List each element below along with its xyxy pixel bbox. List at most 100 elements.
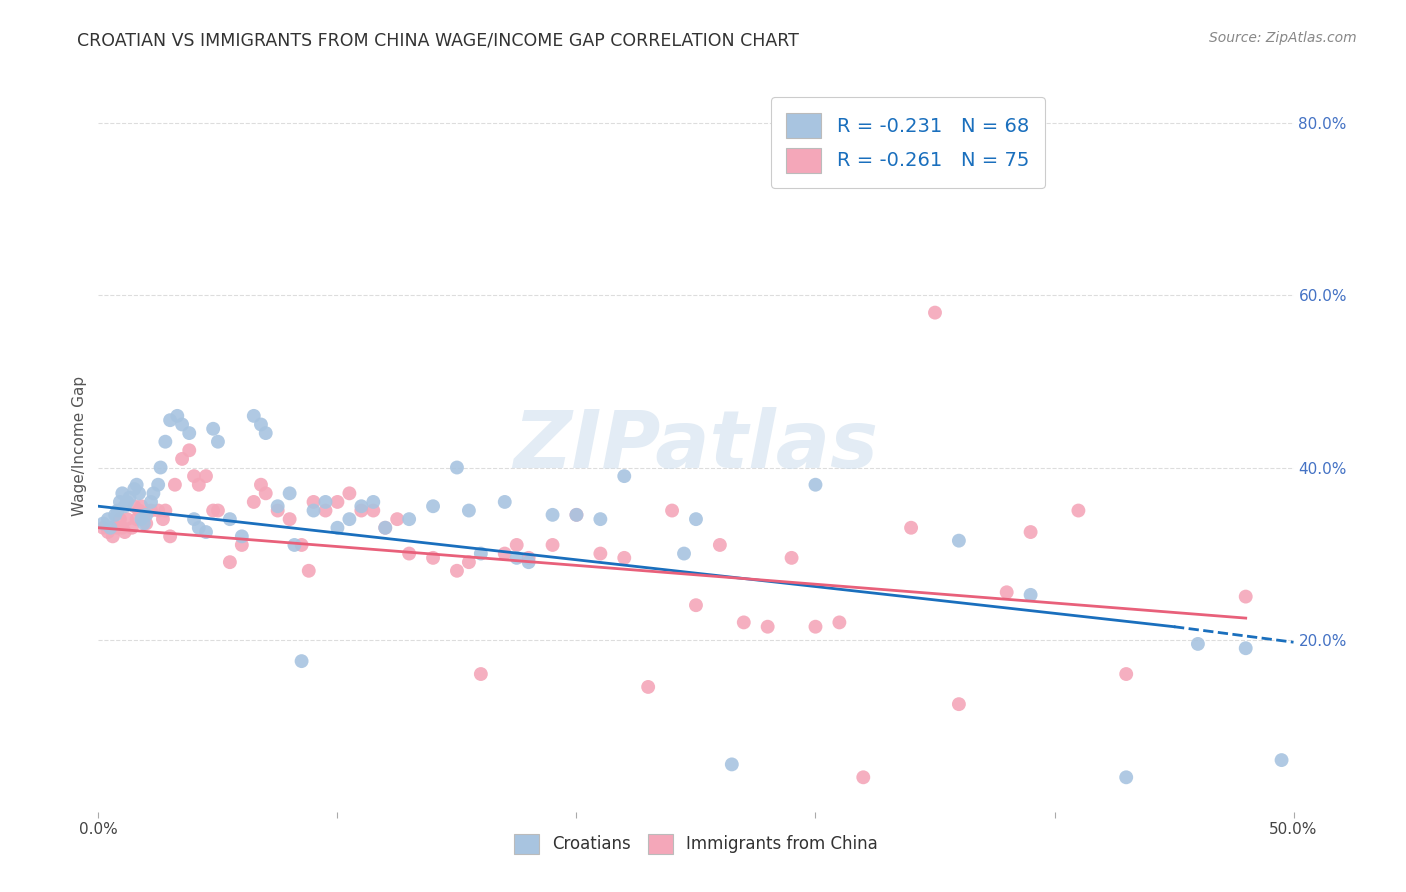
- Point: [446, 460, 468, 475]
- Point: [139, 495, 162, 509]
- Point: [661, 503, 683, 517]
- Point: [494, 495, 516, 509]
- Point: [589, 512, 612, 526]
- Point: [1234, 590, 1257, 604]
- Point: [231, 538, 253, 552]
- Point: [121, 521, 143, 535]
- Point: [187, 521, 209, 535]
- Point: [302, 495, 325, 509]
- Point: [131, 512, 153, 526]
- Point: [374, 521, 396, 535]
- Point: [114, 524, 136, 539]
- Point: [219, 512, 242, 526]
- Point: [613, 550, 636, 565]
- Point: [166, 409, 188, 423]
- Point: [283, 538, 305, 552]
- Point: [291, 538, 314, 552]
- Point: [132, 516, 155, 531]
- Y-axis label: Wage/Income Gap: Wage/Income Gap: [72, 376, 87, 516]
- Point: [385, 512, 409, 526]
- Point: [363, 503, 385, 517]
- Point: [1115, 770, 1137, 784]
- Point: [506, 538, 529, 552]
- Point: [517, 555, 540, 569]
- Point: [135, 516, 157, 531]
- Point: [1019, 524, 1042, 539]
- Point: [219, 555, 242, 569]
- Text: ZIPatlas: ZIPatlas: [513, 407, 879, 485]
- Point: [97, 512, 120, 526]
- Point: [267, 503, 290, 517]
- Point: [107, 503, 129, 517]
- Point: [159, 413, 181, 427]
- Point: [541, 538, 564, 552]
- Point: [637, 680, 659, 694]
- Point: [315, 495, 337, 509]
- Point: [494, 547, 516, 561]
- Point: [339, 486, 361, 500]
- Point: [148, 503, 170, 517]
- Point: [1187, 637, 1209, 651]
- Point: [374, 521, 396, 535]
- Point: [291, 654, 314, 668]
- Point: [108, 495, 131, 509]
- Point: [115, 495, 138, 509]
- Point: [142, 486, 165, 500]
- Point: [470, 667, 492, 681]
- Point: [1067, 503, 1090, 517]
- Point: [179, 443, 201, 458]
- Point: [948, 697, 970, 711]
- Point: [128, 486, 150, 500]
- Point: [254, 426, 277, 441]
- Point: [163, 477, 186, 491]
- Point: [135, 508, 157, 522]
- Point: [470, 547, 492, 561]
- Point: [350, 500, 373, 514]
- Point: [91, 516, 114, 531]
- Point: [195, 469, 218, 483]
- Point: [804, 477, 827, 491]
- Point: [1271, 753, 1294, 767]
- Point: [613, 469, 636, 483]
- Point: [183, 469, 205, 483]
- Point: [900, 521, 922, 535]
- Point: [828, 615, 851, 630]
- Point: [948, 533, 970, 548]
- Point: [458, 555, 481, 569]
- Point: [673, 547, 696, 561]
- Point: [128, 503, 150, 517]
- Point: [995, 585, 1018, 599]
- Point: [709, 538, 731, 552]
- Point: [172, 417, 194, 432]
- Point: [326, 521, 349, 535]
- Point: [111, 521, 134, 535]
- Point: [685, 598, 707, 612]
- Point: [924, 305, 946, 319]
- Point: [207, 434, 229, 449]
- Point: [278, 512, 301, 526]
- Point: [804, 620, 827, 634]
- Point: [254, 486, 277, 500]
- Point: [565, 508, 588, 522]
- Point: [149, 460, 172, 475]
- Point: [139, 503, 162, 517]
- Point: [231, 529, 253, 543]
- Point: [114, 500, 136, 514]
- Point: [565, 508, 588, 522]
- Point: [721, 757, 744, 772]
- Point: [155, 434, 177, 449]
- Point: [243, 409, 266, 423]
- Point: [111, 486, 134, 500]
- Point: [159, 529, 181, 543]
- Point: [506, 550, 529, 565]
- Point: [1115, 667, 1137, 681]
- Point: [1019, 588, 1042, 602]
- Point: [243, 495, 266, 509]
- Point: [104, 508, 127, 522]
- Point: [250, 477, 273, 491]
- Point: [422, 500, 444, 514]
- Point: [852, 770, 875, 784]
- Point: [115, 512, 138, 526]
- Point: [91, 521, 114, 535]
- Point: [278, 486, 301, 500]
